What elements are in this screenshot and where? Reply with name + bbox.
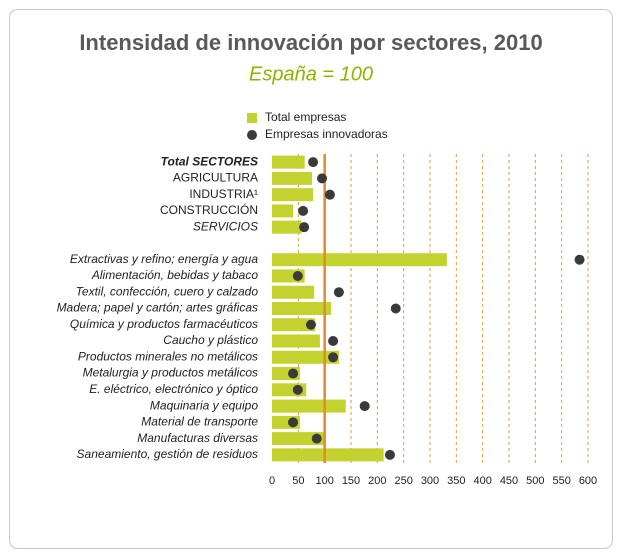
dot (328, 352, 339, 363)
legend-label: Total empresas (265, 110, 346, 124)
dot (308, 157, 319, 168)
dot (324, 189, 335, 200)
x-tick-label: 450 (500, 475, 518, 487)
bar (272, 318, 316, 332)
x-tick-label: 350 (447, 475, 465, 487)
category-label: INDUSTRIA¹ (189, 187, 258, 201)
dot (574, 254, 585, 265)
chart-title: Intensidad de innovación por sectores, 2… (79, 30, 542, 55)
x-tick-label: 200 (368, 475, 386, 487)
category-label: Textil, confección, cuero y calzado (76, 284, 259, 298)
bar (272, 188, 314, 202)
x-tick-label: 300 (421, 475, 439, 487)
bar (272, 334, 320, 348)
x-tick-label: 100 (315, 475, 333, 487)
bar (272, 204, 294, 218)
x-tick-label: 150 (342, 475, 360, 487)
category-label: Total SECTORES (161, 154, 258, 168)
dot (317, 173, 328, 184)
legend-label: Empresas innovadoras (265, 127, 388, 141)
x-tick-label: 550 (552, 475, 570, 487)
x-tick-label: 50 (292, 475, 304, 487)
dot (359, 401, 370, 412)
legend-swatch (247, 130, 257, 140)
bar (272, 155, 305, 169)
chart-subtitle: España = 100 (249, 63, 373, 85)
bar (272, 253, 447, 267)
category-label: Madera; papel y cartón; artes gráficas (57, 301, 258, 315)
category-label: Caucho y plástico (163, 333, 258, 347)
bar (272, 302, 331, 315)
dot (328, 336, 339, 347)
category-label: SERVICIOS (193, 219, 258, 233)
dot (384, 449, 395, 460)
bar (272, 285, 315, 299)
dot (292, 384, 303, 395)
category-label: Productos minerales no metálicos (78, 349, 258, 363)
chart-frame (9, 9, 613, 549)
category-label: E. eléctrico, electrónico y óptico (89, 382, 258, 396)
x-tick-label: 600 (579, 475, 597, 487)
x-tick-label: 400 (473, 475, 491, 487)
bar (272, 432, 325, 446)
category-label: Alimentación, bebidas y tabaco (91, 268, 258, 282)
dot (311, 433, 322, 444)
category-label: AGRICULTURA (173, 171, 258, 185)
x-tick-label: 0 (269, 475, 275, 487)
bar (272, 220, 302, 234)
category-label: Maquinaria y equipo (150, 398, 258, 412)
x-tick-label: 250 (394, 475, 412, 487)
dot (333, 287, 344, 298)
bar (272, 350, 339, 364)
dot (288, 417, 299, 428)
dot (298, 205, 309, 216)
dot (292, 270, 303, 281)
x-tick-label: 500 (526, 475, 544, 487)
category-label: CONSTRUCCIÓN (160, 202, 258, 217)
bar (272, 171, 313, 185)
dot (288, 368, 299, 379)
bar (272, 448, 384, 462)
category-label: Metalurgia y productos metálicos (83, 366, 258, 380)
category-label: Manufacturas diversas (137, 431, 258, 445)
dot (390, 303, 401, 314)
dot (305, 319, 316, 330)
legend-swatch (247, 113, 257, 123)
category-label: Extractivas y refino; energía y agua (70, 252, 258, 266)
category-label: Química y productos farmacéuticos (70, 317, 258, 331)
dot (299, 222, 310, 233)
bar (272, 399, 346, 413)
category-label: Saneamiento, gestión de residuos (77, 447, 258, 461)
category-label: Material de transporte (141, 415, 258, 429)
